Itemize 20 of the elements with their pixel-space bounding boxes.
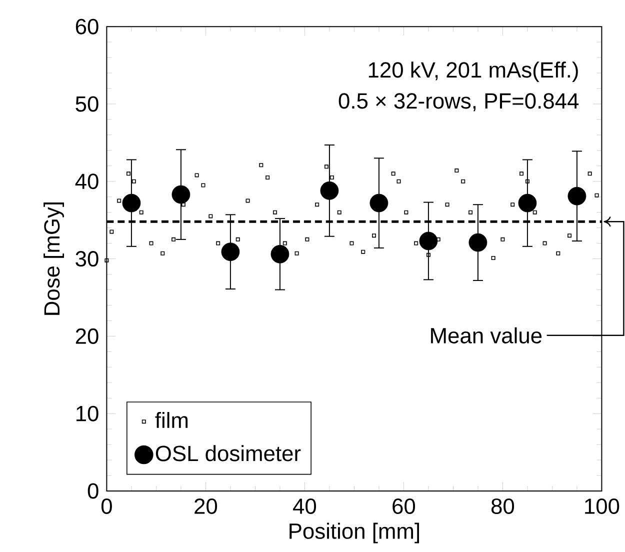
y-tick-label: 50 bbox=[76, 96, 98, 112]
legend-label: OSL dosimeter bbox=[156, 445, 301, 462]
legend-label: film bbox=[155, 412, 188, 428]
y-tick-label: 10 bbox=[76, 406, 98, 422]
annotation: 120 kV, 201 mAs(Eff.) bbox=[368, 62, 578, 82]
x-tick-label: 20 bbox=[194, 498, 218, 514]
y-tick-label: 40 bbox=[75, 174, 98, 190]
annotation: 0.5 × 32-rows, PF=0.844 bbox=[338, 93, 579, 112]
x-tick-label: 40 bbox=[293, 498, 316, 514]
ref-line-label: Mean value bbox=[431, 327, 542, 344]
x-axis-title: Position [mm] bbox=[290, 522, 419, 544]
x-tick-label: 100 bbox=[585, 498, 620, 514]
x-tick-label: 0 bbox=[101, 498, 112, 514]
y-tick-label: 30 bbox=[76, 251, 98, 267]
y-tick-label: 0 bbox=[88, 483, 98, 499]
y-axis-title: Dose [mGy] bbox=[44, 202, 64, 315]
y-tick-label: 20 bbox=[76, 328, 98, 344]
x-tick-label: 80 bbox=[491, 498, 514, 514]
x-tick-label: 60 bbox=[392, 498, 416, 514]
y-tick-label: 60 bbox=[76, 18, 98, 34]
